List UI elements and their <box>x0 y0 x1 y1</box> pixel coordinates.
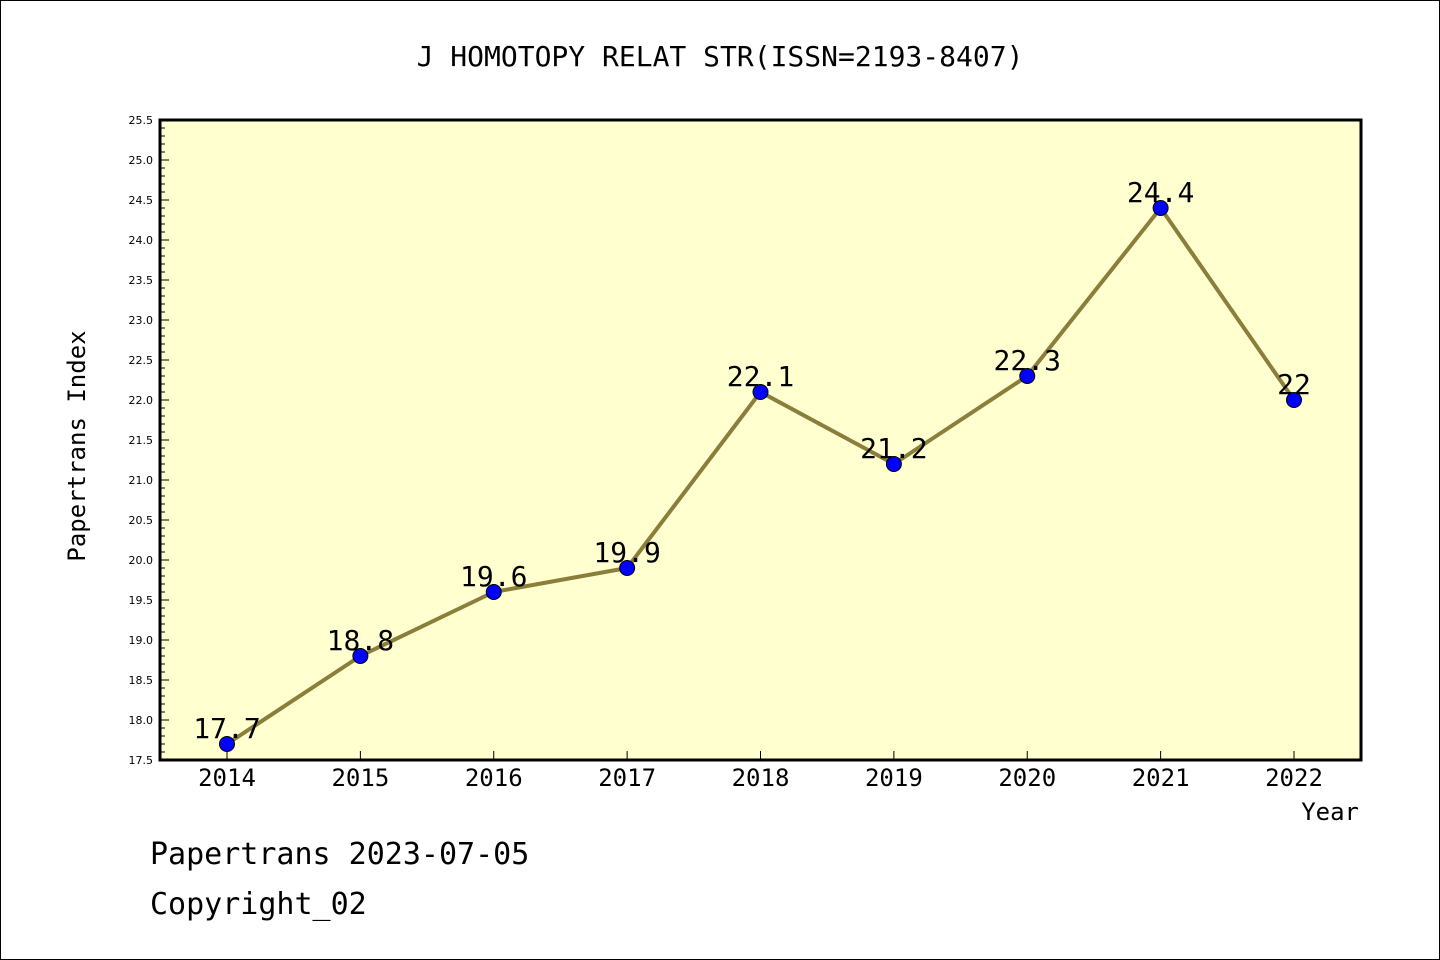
y-tick-label: 19.0 <box>129 634 154 647</box>
y-tick-label: 25.0 <box>129 154 154 167</box>
data-label: 19.9 <box>593 536 660 569</box>
series-layer: 17.7 18.8 19.6 19.9 22.1 21.2 22.3 24.4 22 <box>193 176 1311 752</box>
y-tick-label: 20.5 <box>129 514 154 527</box>
data-point-marker <box>885 456 902 472</box>
data-label: 19.6 <box>460 560 527 593</box>
data-label: 17.7 <box>193 712 260 745</box>
y-tick-label: 22.0 <box>129 394 154 407</box>
footer-copyright-text: Copyright_02 <box>150 887 367 922</box>
y-axis-ticks: 17.5 18.0 18.5 19.0 19.5 20.0 20.5 21.0 21.5 22.0… <box>129 114 169 767</box>
x-tick-label: 2021 <box>1132 764 1190 792</box>
data-label: 21.2 <box>860 432 927 465</box>
y-tick-label: 18.5 <box>129 674 154 687</box>
y-tick-label: 24.5 <box>129 194 154 207</box>
data-point-marker <box>752 384 769 400</box>
data-point-marker <box>1286 392 1302 408</box>
y-tick-label: 24.0 <box>129 234 154 247</box>
data-label: 22 <box>1277 368 1311 401</box>
x-tick-label: 2018 <box>732 764 790 792</box>
y-tick-label: 20.0 <box>129 554 154 567</box>
data-point-marker <box>485 584 502 600</box>
data-point-marker <box>352 648 369 664</box>
y-tick-label: 19.5 <box>129 594 154 607</box>
data-label: 22.3 <box>994 344 1061 377</box>
y-tick-label: 21.5 <box>129 434 154 447</box>
chart-title: J HOMOTOPY RELAT STR(ISSN=2193-8407) <box>417 40 1024 73</box>
x-tick-label: 2022 <box>1265 764 1323 792</box>
data-point-marker <box>219 736 235 752</box>
plot-border <box>158 118 1363 762</box>
footer-date-text: Papertrans 2023-07-05 <box>150 837 529 872</box>
x-tick-label: 2020 <box>998 764 1056 792</box>
data-label: 18.8 <box>327 624 394 657</box>
data-point-marker <box>1152 200 1169 216</box>
data-point-marker <box>619 560 636 576</box>
y-tick-label: 25.5 <box>129 114 154 127</box>
y-tick-label: 23.5 <box>129 274 154 287</box>
data-label: 24.4 <box>1127 176 1194 209</box>
plot-area <box>160 120 1361 760</box>
y-axis-label: Papertrans Index <box>63 330 91 561</box>
x-tick-label: 2014 <box>198 764 256 792</box>
y-tick-label: 18.0 <box>129 714 154 727</box>
x-tick-label: 2019 <box>865 764 923 792</box>
x-axis-label: Year <box>1301 798 1359 826</box>
y-tick-label: 22.5 <box>129 354 154 367</box>
x-tick-label: 2016 <box>465 764 523 792</box>
y-tick-label: 21.0 <box>129 474 154 487</box>
data-point-marker <box>1019 368 1036 384</box>
x-tick-label: 2017 <box>598 764 656 792</box>
data-label: 22.1 <box>727 360 794 393</box>
y-tick-label: 23.0 <box>129 314 154 327</box>
y-tick-label: 17.5 <box>129 754 154 767</box>
x-tick-label: 2015 <box>331 764 389 792</box>
